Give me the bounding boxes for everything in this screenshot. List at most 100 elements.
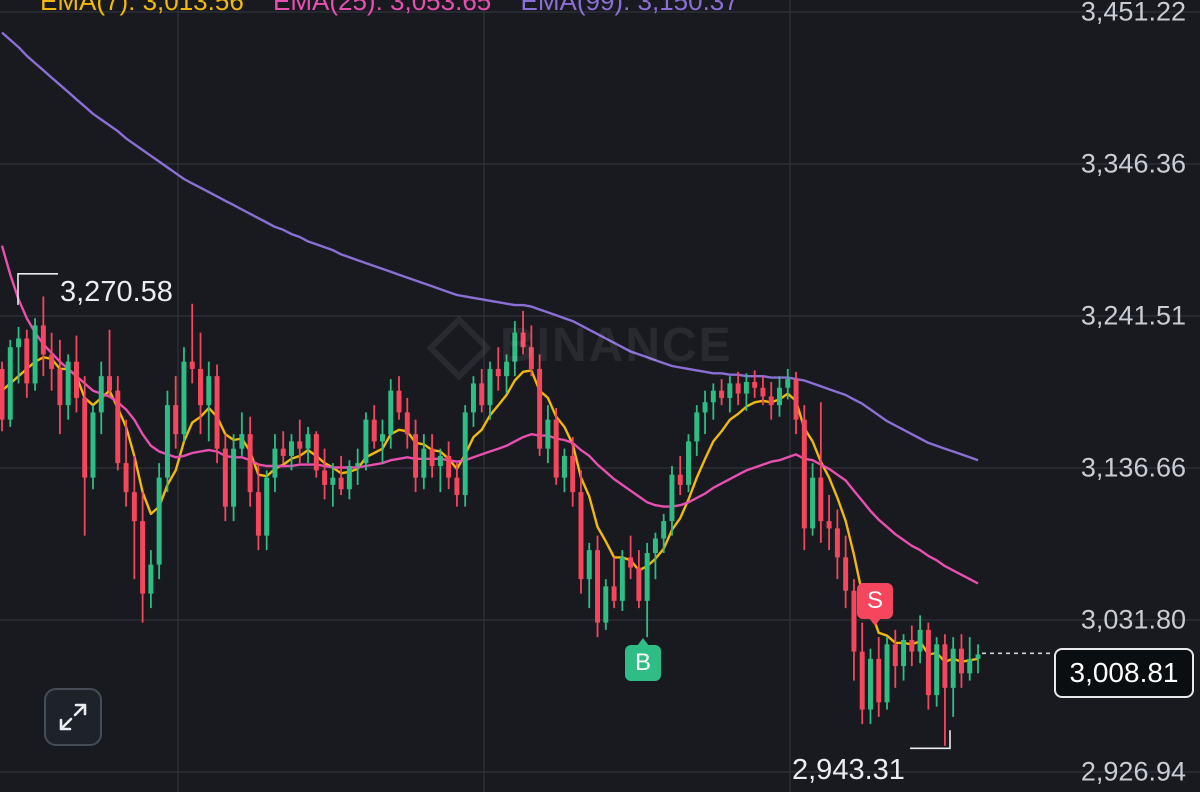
candle-body <box>553 419 559 478</box>
candle-body <box>743 381 749 394</box>
sell-marker[interactable]: S <box>857 583 893 626</box>
candle-down <box>537 354 543 456</box>
candle-body <box>156 477 162 565</box>
candle-body <box>652 538 658 554</box>
candle-down <box>255 463 261 551</box>
candle-down <box>82 376 88 536</box>
candle-body <box>272 448 278 478</box>
candle-down <box>925 622 931 710</box>
candle-body <box>214 376 220 449</box>
candle-body <box>702 402 708 413</box>
candle-body <box>198 368 203 406</box>
candle-up <box>743 373 749 411</box>
buy-marker[interactable]: B <box>625 638 661 681</box>
candle-body <box>619 557 625 601</box>
candle-down <box>479 368 485 413</box>
candle-body <box>867 658 873 710</box>
candle-body <box>834 528 840 558</box>
candle-body <box>859 651 865 710</box>
candle-body <box>967 658 973 674</box>
candle-body <box>40 325 46 355</box>
candle-body <box>429 448 435 467</box>
candle-up <box>16 326 22 384</box>
candle-body <box>686 441 691 485</box>
candle-up <box>379 419 385 464</box>
expand-arrows-icon <box>59 703 87 731</box>
ema99-line <box>1 31 979 462</box>
candle-down <box>892 629 898 688</box>
candle-up <box>512 321 518 377</box>
candle-body <box>735 383 741 394</box>
candle-down <box>677 455 683 496</box>
candle-down <box>49 332 55 391</box>
candle-down <box>429 434 435 478</box>
candle-down <box>752 370 758 398</box>
candle-body <box>115 390 121 464</box>
candle-down <box>578 470 584 594</box>
candle-body <box>396 390 402 413</box>
ema7-legend-item: EMA(7): 3,013.56 <box>40 0 244 16</box>
price-axis-tick: 3,136.66 <box>1080 452 1186 483</box>
candle-body <box>901 639 907 667</box>
candle-down <box>189 303 195 384</box>
candle-up <box>462 405 468 507</box>
candle-down <box>371 405 377 449</box>
low-pointer-line <box>910 730 951 750</box>
candle-up <box>437 448 443 493</box>
candle-up <box>65 354 71 420</box>
candle-down <box>280 431 286 464</box>
candle-down <box>214 364 220 464</box>
candle-up <box>901 634 907 681</box>
candle-body <box>322 470 328 485</box>
candle-body <box>479 383 485 406</box>
candle-body <box>446 455 452 478</box>
candle-body <box>578 492 584 580</box>
candle-up <box>545 405 551 464</box>
candle-down <box>570 437 576 507</box>
candle-body <box>694 412 700 442</box>
candle-down <box>24 329 30 398</box>
candle-body <box>611 586 617 601</box>
candle-body <box>934 644 940 696</box>
candle-up <box>967 637 973 681</box>
candle-body <box>264 477 270 536</box>
candle-down <box>322 448 328 500</box>
candle-down <box>222 434 228 522</box>
price-axis-tick: 3,451.22 <box>1080 0 1186 27</box>
expand-chart-button[interactable] <box>44 688 102 746</box>
candle-down <box>73 335 79 413</box>
candle-up <box>727 376 733 413</box>
candle-body <box>173 405 179 435</box>
candle-up <box>561 448 567 493</box>
candle-body <box>313 434 319 471</box>
candle-down <box>735 371 741 406</box>
price-axis-tick: 2,926.94 <box>1080 756 1186 787</box>
candle-down <box>396 376 402 420</box>
candle-body <box>520 332 526 348</box>
candle-body <box>669 474 675 522</box>
candle-up <box>619 550 625 612</box>
candle-up <box>346 460 352 500</box>
candle-body <box>876 658 882 703</box>
candle-body <box>421 448 427 478</box>
candle-up <box>289 434 294 471</box>
candle-up <box>239 412 245 456</box>
candle-body <box>189 361 195 369</box>
candle-body <box>363 419 369 464</box>
candle-body <box>0 368 5 420</box>
candle-down <box>0 361 5 432</box>
candle-down <box>446 441 452 490</box>
candle-body <box>107 376 113 391</box>
candle-down <box>636 550 642 609</box>
candle-body <box>338 477 344 490</box>
candle-down <box>131 455 137 580</box>
candle-body <box>388 390 394 435</box>
candle-up <box>421 434 427 490</box>
candle-down <box>313 431 319 478</box>
candle-body <box>958 648 964 674</box>
candle-body <box>975 654 981 659</box>
candle-body <box>628 557 634 568</box>
candle-body <box>793 379 799 420</box>
candle-up <box>231 434 237 522</box>
